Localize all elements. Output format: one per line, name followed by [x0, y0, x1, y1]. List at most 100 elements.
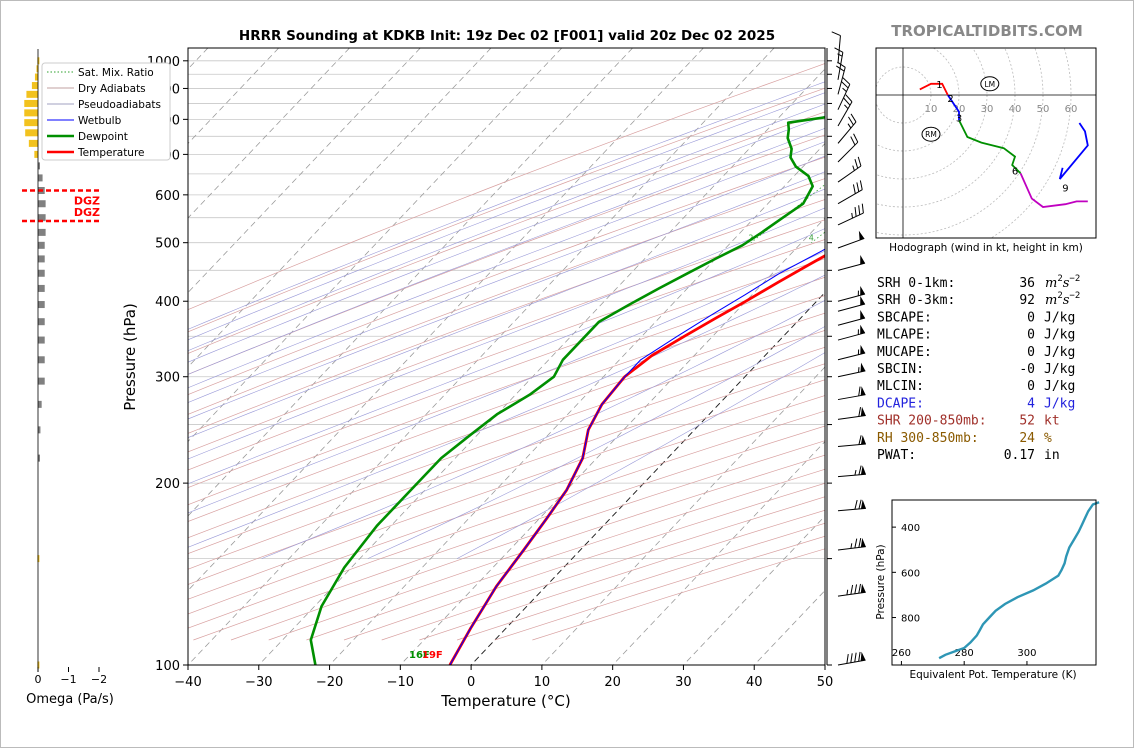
- wind-barb: [837, 255, 866, 271]
- storm-motion-marker: [921, 126, 941, 142]
- omega-bar: [26, 90, 38, 98]
- skewt-grid: 246810131620243036: [188, 48, 825, 665]
- legend-label: Dry Adiabats: [78, 83, 146, 95]
- omega-bar: [38, 426, 41, 434]
- barb-pennant: [860, 435, 866, 445]
- omega-bar: [25, 129, 38, 137]
- x-tick-label: 0: [467, 675, 475, 690]
- wind-barb: [837, 537, 866, 551]
- isotherm: [188, 48, 563, 443]
- legend: Sat. Mix. Ratio Dry Adiabats Pseudoadiabat…: [41, 62, 171, 161]
- omega-bar: [24, 119, 38, 127]
- x-tick-label: −10: [387, 675, 414, 690]
- wind-barb: [837, 324, 866, 341]
- theta-e-x-tick-label: 300: [1017, 648, 1036, 659]
- x-tick-label: −30: [245, 675, 272, 690]
- isotherm: [188, 48, 704, 592]
- isotherm: [188, 48, 633, 517]
- isotherm: [188, 48, 421, 294]
- barb-flag: [858, 435, 862, 445]
- param-value: 4: [1027, 396, 1035, 411]
- barb-pennant: [860, 285, 866, 296]
- hodo-ring-label: 40: [1009, 104, 1022, 115]
- x-tick-label: 30: [675, 675, 692, 690]
- theta-e-profile: [938, 501, 1100, 660]
- hodo-height-label: 1: [936, 80, 942, 91]
- param-label: SRH 0-1km:: [877, 276, 955, 291]
- omega-bar: [28, 139, 38, 147]
- barb-shaft: [837, 35, 841, 64]
- param-value: 92: [1019, 293, 1035, 308]
- hodo-trace: [958, 119, 1022, 175]
- legend-label: Wetbulb: [78, 115, 122, 127]
- barb-flag: [845, 94, 853, 103]
- wind-barb: [837, 309, 866, 326]
- barb-half: [857, 329, 859, 335]
- omega-bar: [38, 228, 46, 236]
- omega-bar: [38, 162, 40, 170]
- skewt-frame: [187, 47, 826, 666]
- barb-flag: [858, 583, 862, 594]
- wind-barb: [837, 362, 866, 378]
- hodo-ring-label: 50: [1037, 104, 1050, 115]
- dry-adiabat: [188, 156, 825, 396]
- param-label: DCAPE:: [877, 396, 924, 411]
- wind-barb: [837, 651, 866, 666]
- dry-adiabat: [188, 379, 825, 600]
- pseudoadiabat: [188, 228, 825, 485]
- dgz-label: DGZ: [74, 206, 100, 219]
- wind-barb: [837, 344, 866, 361]
- dry-adiabat: [188, 295, 825, 522]
- pseudoadiabat: [188, 141, 825, 389]
- barb-pennant: [860, 537, 866, 548]
- wind-barb: [837, 133, 859, 163]
- barb-pennant: [860, 583, 866, 593]
- omega-bar: [38, 356, 45, 364]
- wind-barb: [837, 406, 866, 420]
- parameters-table: SRH 0-1km: 36 m2s−2 SRH 0-3km: 92 m2s−2 SBCAPE…: [877, 274, 1080, 463]
- omega-bar: [38, 174, 43, 182]
- omega-bar: [38, 284, 45, 292]
- barb-flag: [846, 653, 849, 664]
- param-label: SBCAPE:: [877, 310, 932, 325]
- pseudoadiabat: [188, 207, 825, 460]
- surface-labels: 16F 19F: [409, 650, 443, 661]
- wind-barb: [837, 77, 851, 110]
- barb-half: [857, 290, 859, 296]
- barb-shaft: [837, 443, 866, 447]
- dry-adiabat: [188, 395, 825, 615]
- pseudoadiabat: [188, 81, 825, 330]
- theta-e-xlabel: Equivalent Pot. Temperature (K): [909, 669, 1076, 681]
- omega-bar: [38, 241, 45, 249]
- barb-shaft: [837, 84, 851, 110]
- barb-shaft: [837, 352, 866, 361]
- dry-adiabat: [188, 239, 825, 471]
- barb-half: [842, 87, 847, 92]
- barb-flag: [856, 182, 860, 192]
- param-unit: J/kg: [1044, 379, 1075, 394]
- theta-e-ylabel: Pressure (hPa): [875, 544, 887, 619]
- barb-flag: [848, 116, 854, 126]
- omega-bar: [24, 109, 38, 117]
- theta-e-y-tick-label: 600: [901, 568, 920, 579]
- wind-barb: [837, 386, 866, 401]
- pseudoadiabat: [188, 171, 825, 420]
- param-label: MLCIN:: [877, 379, 924, 394]
- profile-wetbulb: [449, 248, 825, 665]
- barb-pennant: [860, 362, 866, 372]
- wind-barb: [831, 31, 841, 64]
- hodo-height-label: 9: [1062, 183, 1068, 194]
- omega-bar: [38, 301, 45, 309]
- legend-label: Pseudoadiabats: [78, 99, 161, 111]
- hodograph-panel: 10 20 30 40 50 60 123 6 9 LM RM Hodograph (wind in…: [875, 47, 1097, 254]
- barb-flag: [831, 31, 841, 37]
- barb-flag: [858, 538, 862, 548]
- storm-motion-label: RM: [925, 130, 937, 139]
- barb-flag: [858, 499, 862, 510]
- legend-label: Sat. Mix. Ratio: [78, 67, 154, 79]
- wind-barb: [837, 285, 866, 302]
- barb-flag: [852, 184, 856, 194]
- param-value: 36: [1019, 276, 1035, 291]
- param-value: 0.17: [1004, 448, 1035, 463]
